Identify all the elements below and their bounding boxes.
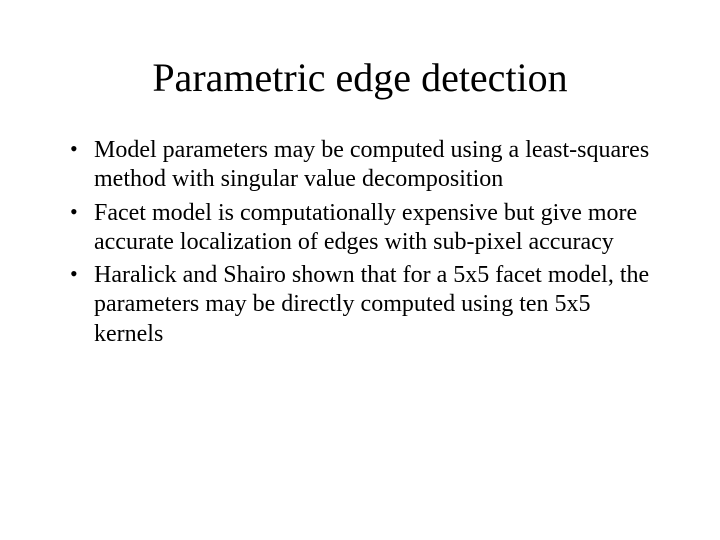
list-item: Haralick and Shairo shown that for a 5x5… [68,261,660,349]
slide-title: Parametric edge detection [60,56,660,100]
bullet-list: Model parameters may be computed using a… [68,136,660,349]
list-item: Model parameters may be computed using a… [68,136,660,195]
list-item: Facet model is computationally expensive… [68,199,660,258]
slide: Parametric edge detection Model paramete… [0,0,720,540]
